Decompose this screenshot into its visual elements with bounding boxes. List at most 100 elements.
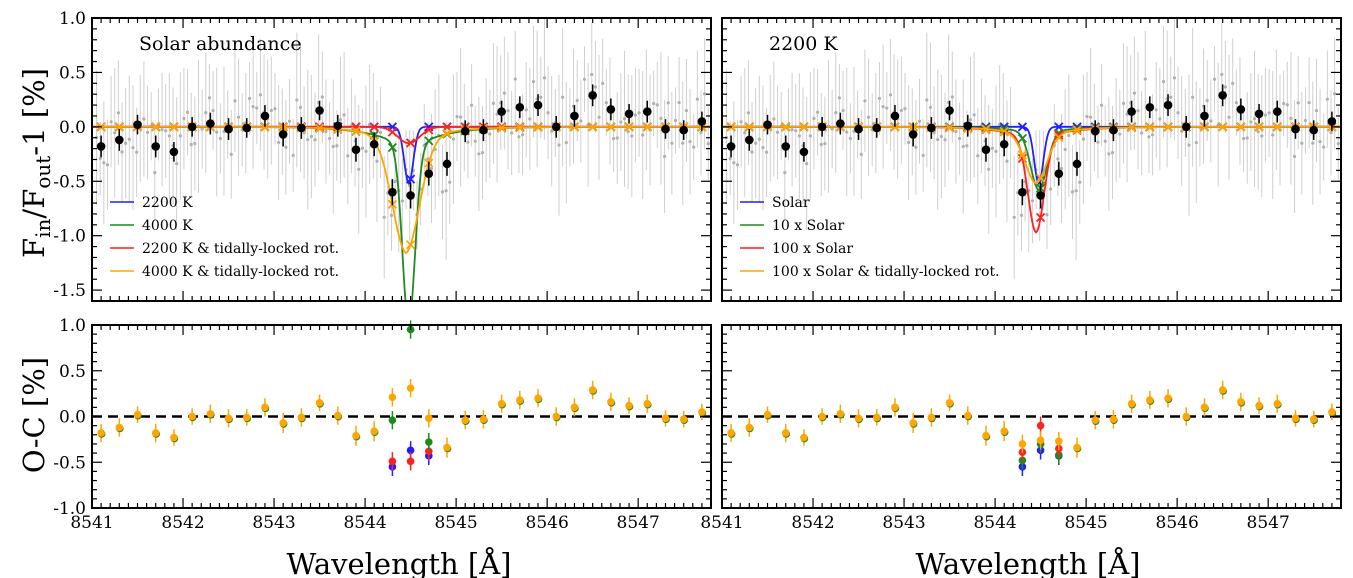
residual-point (1146, 396, 1154, 404)
raw-data-point (284, 145, 288, 149)
raw-data-point (1245, 136, 1249, 140)
binned-data-point (187, 122, 197, 132)
raw-data-point (1074, 189, 1078, 193)
residual-point (242, 413, 251, 422)
raw-data-point (1234, 101, 1238, 105)
binned-data-point (606, 105, 616, 114)
raw-data-point (1223, 85, 1227, 89)
raw-data-point (1085, 115, 1089, 119)
residual-point (370, 427, 378, 435)
residual-point (1255, 401, 1263, 410)
residual-point (479, 415, 488, 424)
raw-data-point (113, 131, 117, 135)
binned-data-point (442, 159, 452, 169)
raw-data-point (1194, 141, 1198, 145)
binned-data-point (981, 145, 991, 155)
model-marker-orange (999, 126, 1009, 137)
raw-data-point (124, 141, 128, 145)
model-marker-orange (1236, 122, 1246, 132)
raw-data-point (1227, 115, 1231, 119)
raw-data-point (360, 146, 364, 150)
raw-data-point (444, 189, 448, 193)
model-marker-orange (314, 123, 325, 133)
binned-data-point (278, 130, 288, 139)
model-marker-red (314, 122, 325, 132)
raw-data-point (1169, 95, 1173, 99)
residual-point (607, 398, 615, 406)
raw-data-point (273, 107, 277, 111)
raw-data-point (601, 81, 605, 85)
residual-point (297, 413, 306, 422)
x-tick-label: 8545 (434, 513, 477, 533)
raw-data-point (622, 117, 627, 121)
raw-data-point (145, 130, 150, 134)
residual-point (333, 411, 342, 420)
binned-data-point (1163, 100, 1173, 110)
model-marker-orange (496, 123, 507, 133)
legend-label: 100 x Solar & tidally-locked rot. (772, 264, 1000, 280)
raw-data-point (164, 129, 168, 133)
raw-data-point (815, 110, 820, 114)
raw-data-point (324, 129, 328, 134)
x-tick-label: 8542 (161, 513, 204, 533)
model-marker-orange (114, 122, 124, 132)
model-line-blue (92, 125, 711, 185)
raw-data-point (837, 96, 842, 100)
raw-data-point (109, 120, 113, 124)
raw-data-point (153, 171, 157, 175)
binned-data-point (588, 90, 597, 100)
raw-data-point (255, 106, 259, 110)
raw-data-point (965, 144, 969, 148)
binned-data-point (963, 121, 973, 131)
binned-data-point (1090, 126, 1100, 136)
residual-point (315, 398, 324, 407)
raw-data-point (1158, 117, 1162, 121)
residual-point (1109, 415, 1118, 424)
binned-data-point (133, 120, 142, 129)
raw-data-point (1311, 141, 1315, 145)
raw-data-point (961, 144, 965, 149)
model-line-orange (722, 125, 1341, 185)
raw-data-point (375, 159, 379, 163)
raw-data-point (1289, 116, 1293, 121)
raw-data-point (506, 109, 510, 113)
raw-data-point (327, 136, 332, 141)
binned-data-point (460, 126, 470, 136)
residual-point (818, 412, 826, 421)
legend-label: 100 x Solar (772, 241, 853, 257)
model-marker-red (387, 127, 398, 137)
model-line-blue (722, 125, 1341, 185)
raw-data-point (1263, 113, 1268, 117)
model-marker-blue (1017, 122, 1028, 132)
raw-data-point (775, 130, 780, 134)
binned-data-point (726, 142, 736, 151)
raw-data-point (564, 141, 568, 145)
residual-point (97, 429, 105, 437)
raw-data-point (1271, 133, 1275, 137)
raw-data-point (193, 141, 197, 146)
raw-data-point (459, 115, 463, 119)
raw-data-point (888, 93, 893, 97)
y-axis-label-top: Fin/Fout-1 [%] (17, 68, 55, 258)
residual-point (909, 419, 917, 427)
raw-data-point (448, 180, 452, 184)
raw-data-point (834, 111, 838, 115)
model-marker-green (407, 313, 415, 321)
raw-data-point (127, 137, 131, 141)
raw-data-point (932, 131, 936, 135)
raw-data-point (517, 135, 521, 139)
raw-data-point (1300, 141, 1304, 145)
raw-data-point (215, 130, 219, 134)
residual-point (1291, 414, 1300, 423)
binned-data-point (799, 147, 809, 157)
raw-data-point (885, 106, 889, 110)
raw-data-point (987, 167, 991, 171)
raw-data-point (1282, 101, 1286, 106)
model-marker-orange (169, 122, 179, 132)
raw-data-point (746, 111, 750, 115)
raw-data-point (994, 149, 998, 154)
legend-label: 2200 K & tidally-locked rot. (142, 241, 339, 257)
binned-data-point (1327, 117, 1337, 126)
raw-data-point (783, 171, 787, 175)
raw-data-point (269, 108, 273, 113)
